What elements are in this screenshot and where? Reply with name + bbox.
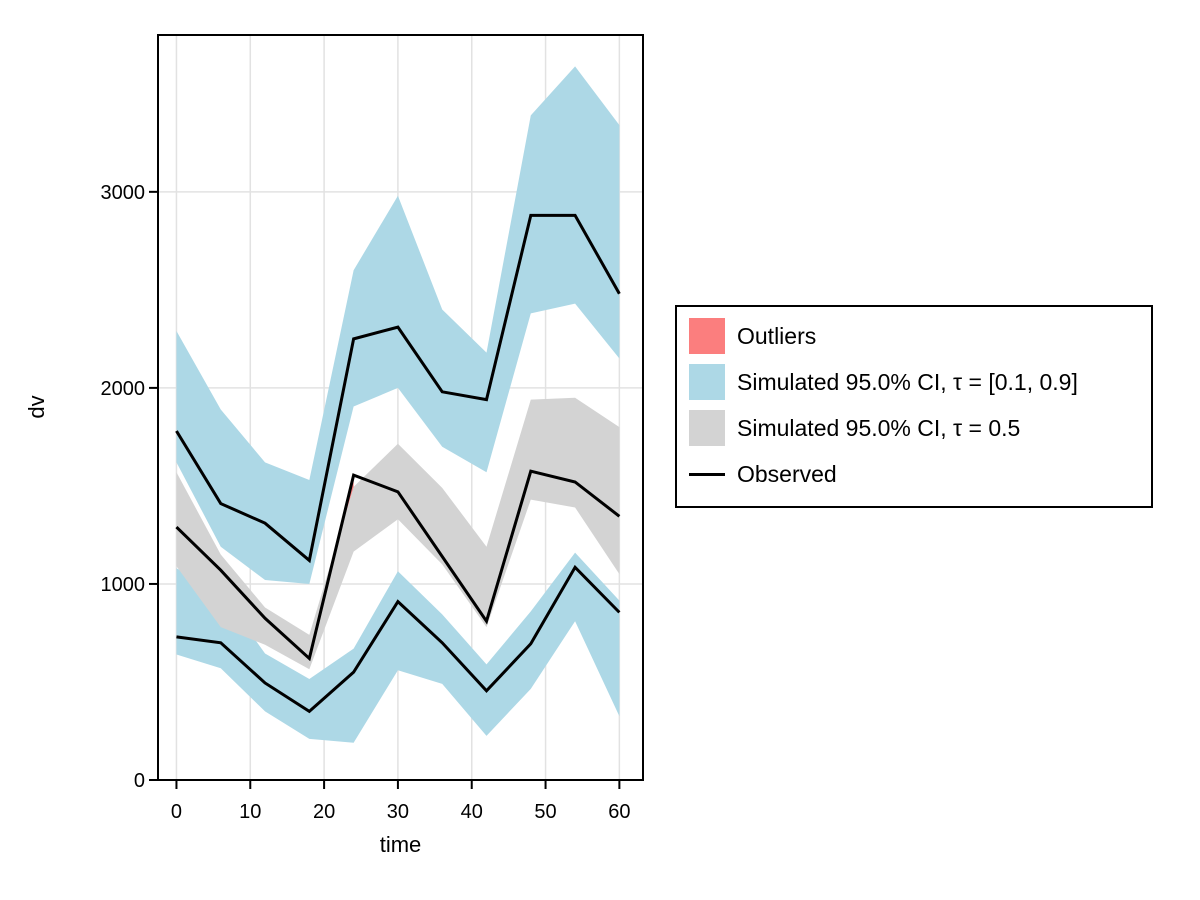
x-tick-label: 30: [387, 801, 409, 823]
band-ci-tau-0.1-lower-blue: [176, 552, 620, 743]
band-ci-tau-0.9-upper-blue: [176, 66, 620, 584]
legend-item-ci-80: Simulated 95.0% CI, τ = [0.1, 0.9]: [677, 359, 1151, 405]
y-tick-label: 2000: [101, 378, 146, 400]
x-tick-label: 10: [239, 801, 261, 823]
x-tick-label: 60: [608, 801, 630, 823]
legend-label: Simulated 95.0% CI, τ = 0.5: [737, 414, 1021, 441]
ci-median-swatch-icon: [689, 410, 725, 446]
line-observed-upper-quantile: [175, 213, 621, 564]
legend-item-outliers: Outliers: [677, 313, 1151, 359]
y-tick-label: 1000: [101, 574, 146, 596]
band-ci-tau-0.5-gray: [176, 397, 620, 670]
plot-frame: [157, 34, 644, 781]
legend-label: Outliers: [737, 322, 817, 349]
outliers-swatch-icon: [689, 318, 725, 354]
ci-80-swatch-icon: [689, 364, 725, 400]
x-tick-label: 40: [461, 801, 483, 823]
x-tick-label: 20: [313, 801, 335, 823]
x-axis-label: time: [380, 832, 422, 857]
legend: Outliers Simulated 95.0% CI, τ = [0.1, 0.…: [675, 305, 1153, 508]
legend-item-observed: Observed: [677, 451, 1151, 497]
legend-label: Observed: [737, 460, 837, 487]
y-tick-label: 0: [134, 770, 145, 792]
legend-label: Simulated 95.0% CI, τ = [0.1, 0.9]: [737, 368, 1078, 395]
y-axis-label: dv: [24, 395, 49, 418]
y-tick-label: 3000: [101, 182, 146, 204]
legend-item-ci-median: Simulated 95.0% CI, τ = 0.5: [677, 405, 1151, 451]
x-tick-label: 0: [171, 801, 182, 823]
line-observed-median: [175, 469, 621, 662]
line-observed-lower-quantile: [176, 564, 621, 714]
x-tick-label: 50: [534, 801, 556, 823]
observed-swatch-icon: [689, 472, 725, 476]
